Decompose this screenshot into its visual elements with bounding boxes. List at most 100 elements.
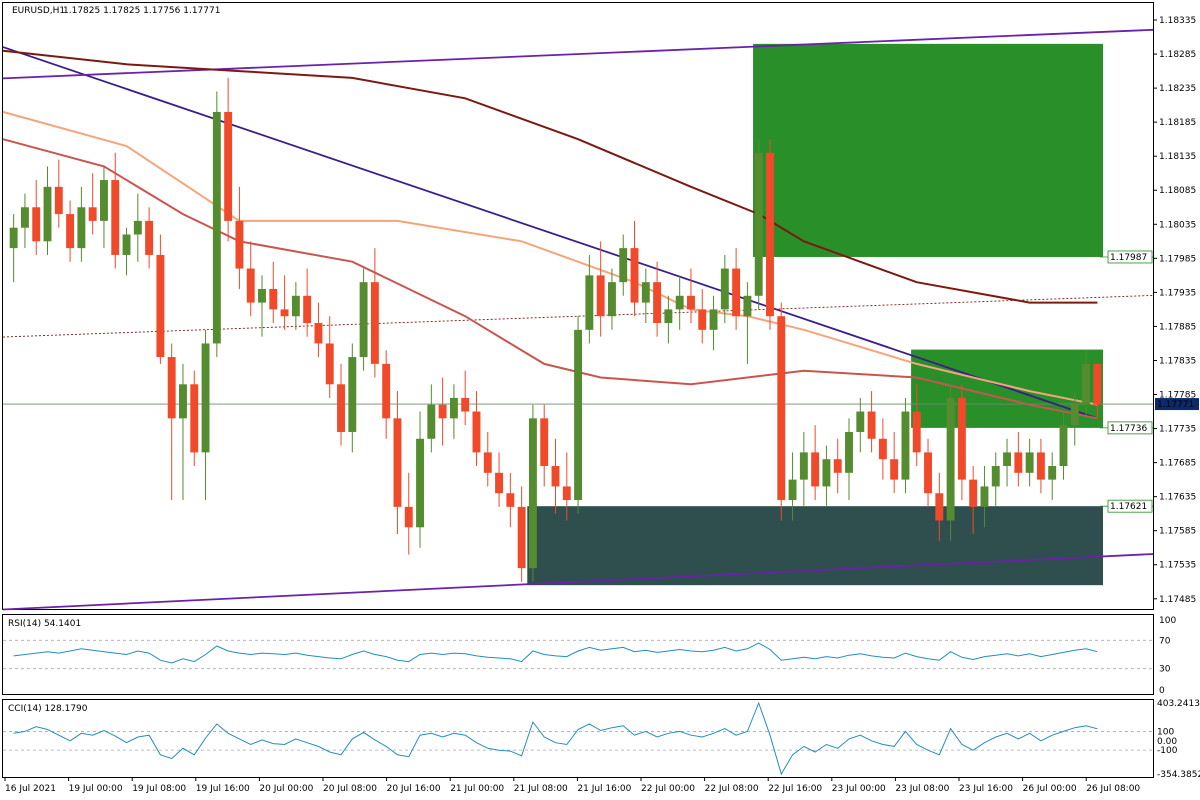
time-tick-label: 26 Jul 00:00 (1023, 784, 1077, 794)
cci-axis-label: 403.2413 (1157, 699, 1200, 709)
candle (799, 431, 808, 507)
candle (145, 207, 154, 269)
cci-axis-label: -100 (1157, 746, 1178, 756)
candle (190, 370, 199, 467)
rsi-axis-label: 30 (1159, 665, 1171, 675)
candle-body (562, 486, 571, 501)
candle-body (607, 282, 616, 317)
candle (630, 220, 639, 317)
candle (167, 343, 176, 501)
candle-body (528, 418, 537, 569)
time-tick-label: 20 Jul 00:00 (259, 784, 313, 794)
candle-body (517, 506, 526, 569)
candle-body (100, 180, 108, 221)
tp-zone (753, 43, 1103, 257)
candle-body (890, 459, 899, 480)
candle (506, 472, 515, 528)
price-tick-label: 1.17935 (1159, 288, 1196, 298)
candle (822, 445, 831, 507)
sl-zone (527, 506, 1103, 586)
candle-body (687, 295, 695, 310)
time-tick-label: 19 Jul 08:00 (132, 784, 186, 794)
candle (337, 363, 345, 446)
candle (517, 486, 526, 582)
candle-body (799, 452, 808, 480)
time-tick-label: 23 Jul 00:00 (832, 784, 886, 794)
cci-pane-frame (2, 699, 1154, 778)
candle (551, 438, 560, 514)
candle (777, 302, 786, 521)
candle-body (495, 472, 504, 494)
candle-body (698, 309, 707, 330)
time-tick-label: 21 Jul 16:00 (577, 784, 631, 794)
candle (88, 173, 97, 235)
candle-body (732, 268, 741, 317)
candle (1048, 452, 1057, 501)
cci-axis-label: -354.3852 (1157, 770, 1200, 780)
candle (991, 452, 1000, 507)
candle-body (1003, 452, 1011, 467)
candle (43, 166, 52, 255)
candle-body (212, 111, 221, 344)
candle-body (190, 384, 199, 453)
level-entry-label-box (1107, 421, 1153, 435)
candle-body (133, 220, 142, 235)
candle (1014, 431, 1023, 487)
candle (1070, 391, 1079, 446)
time-tick-label: 19 Jul 16:00 (196, 784, 250, 794)
candle-body (145, 220, 154, 255)
candle (32, 180, 41, 255)
candle (359, 268, 368, 371)
candle-body (551, 466, 560, 487)
candle (641, 268, 650, 324)
candle-body (246, 268, 255, 303)
candle-body (867, 411, 876, 439)
candle (969, 466, 978, 535)
chart-header-symbol: EURUSD,H1 (12, 6, 65, 16)
level-tp-label: 1.17987 (1100, 250, 1153, 264)
candle (495, 452, 504, 507)
candle (878, 418, 887, 480)
level-sl-label-text: 1.17621 (1110, 502, 1147, 512)
candle (348, 343, 357, 453)
price-tick-label: 1.18085 (1159, 186, 1196, 196)
rsi-axis-label: 0 (1159, 686, 1165, 696)
axes-layer: 1.18335 1.18285 1.18235 1.18185 1.18135 1.180… (4, 16, 1200, 794)
candle-body (32, 207, 41, 242)
candle (438, 377, 447, 446)
candle (303, 268, 312, 337)
candle (461, 370, 470, 426)
level-tp-label-text: 1.17987 (1110, 253, 1147, 263)
candle-body (337, 384, 345, 432)
candle (179, 363, 187, 501)
candle (111, 152, 120, 269)
candle-body (20, 207, 29, 228)
candle (574, 316, 583, 514)
candle (9, 214, 18, 283)
candle-body (878, 438, 887, 460)
candle (607, 268, 616, 330)
candle (1036, 438, 1045, 494)
candle-body (1093, 363, 1102, 405)
candle-body (404, 506, 413, 528)
candle (1093, 363, 1102, 419)
candle (664, 295, 673, 344)
price-tick-label: 1.18235 (1159, 84, 1196, 94)
ma-mid-line (2, 138, 1098, 420)
candle-body (258, 288, 266, 303)
candle (528, 404, 537, 582)
candle (698, 288, 707, 344)
candle-body (483, 452, 492, 473)
candle (653, 261, 662, 337)
candle (370, 248, 379, 378)
candle-body (1036, 452, 1045, 480)
level-entry-label-text: 1.17736 (1110, 424, 1147, 434)
current-price-label-text: 1.17771 (1157, 400, 1194, 410)
candle (540, 404, 549, 487)
candle-body (777, 316, 786, 501)
candle (314, 302, 323, 358)
rsi-axis-top: 100 (1159, 616, 1176, 626)
price-tick-label: 1.17535 (1159, 561, 1196, 571)
candle-body (224, 111, 233, 221)
